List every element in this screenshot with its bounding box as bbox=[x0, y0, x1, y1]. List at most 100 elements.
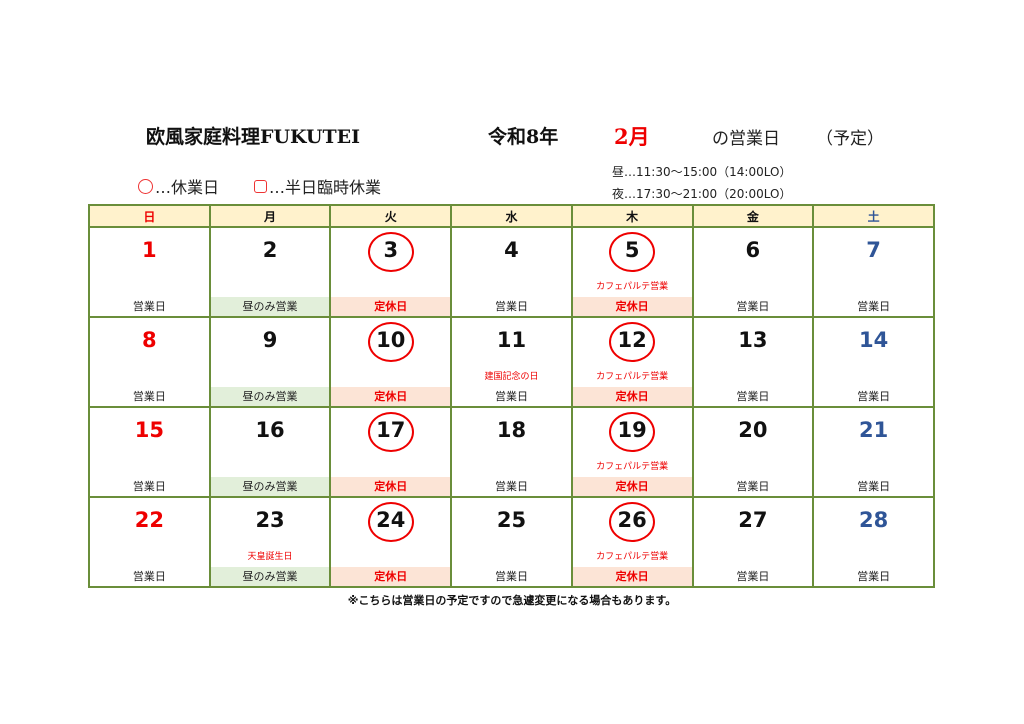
day-cell: 26 カフェパルテ営業 定休日 bbox=[570, 496, 694, 588]
day-number: 19 bbox=[617, 418, 647, 442]
closed-circle-icon bbox=[367, 232, 414, 272]
weekday-2: 火 bbox=[329, 204, 453, 228]
day-note: 天皇誕生日 bbox=[247, 552, 293, 562]
day-number: 9 bbox=[262, 328, 278, 352]
day-number: 7 bbox=[866, 238, 881, 262]
closed-circle-icon bbox=[609, 502, 656, 542]
day-cell: 1 営業日 bbox=[88, 226, 211, 318]
day-status: 営業日 bbox=[736, 570, 770, 583]
day-status: 定休日 bbox=[331, 567, 451, 586]
day-cell: 2 昼のみ営業 bbox=[208, 226, 332, 318]
month: 2月 bbox=[614, 124, 650, 149]
day-cell: 10 定休日 bbox=[329, 316, 453, 408]
day-cell: 22 営業日 bbox=[88, 496, 211, 588]
day-status: 定休日 bbox=[572, 387, 692, 406]
day-number: 13 bbox=[738, 328, 768, 352]
day-status: 営業日 bbox=[494, 300, 528, 313]
dinner-hours: 夜…17:30～21:00（20:00LO） bbox=[612, 187, 792, 201]
day-status: 定休日 bbox=[331, 297, 451, 316]
day-number: 5 bbox=[624, 238, 640, 262]
day-cell: 27 営業日 bbox=[691, 496, 815, 588]
day-number: 22 bbox=[134, 508, 164, 532]
day-number: 10 bbox=[376, 328, 406, 352]
day-number: 21 bbox=[858, 418, 889, 442]
day-status: 営業日 bbox=[132, 300, 166, 313]
day-note: カフェパルテ営業 bbox=[596, 372, 669, 382]
day-note: カフェパルテ営業 bbox=[596, 462, 669, 472]
footer-note: ※こちらは営業日の予定ですので急遽変更になる場合もあります。 bbox=[347, 594, 677, 607]
day-number: 16 bbox=[255, 418, 285, 442]
day-status: 定休日 bbox=[572, 477, 692, 496]
week-row: 8 営業日 9 昼のみ営業 10 定休日 11 建国記念の日 営業日 12 カフェパルテ営業 定休日 1… bbox=[88, 316, 935, 408]
square-icon bbox=[254, 179, 267, 193]
day-status: 営業日 bbox=[857, 480, 891, 493]
closed-circle-icon bbox=[609, 232, 656, 272]
day-cell: 23 天皇誕生日昼のみ営業 bbox=[208, 496, 332, 588]
day-number: 11 bbox=[496, 328, 527, 352]
day-status: 営業日 bbox=[494, 480, 528, 493]
day-status: 営業日 bbox=[736, 480, 770, 493]
day-cell: 21 営業日 bbox=[812, 406, 935, 498]
day-status: 営業日 bbox=[132, 480, 166, 493]
day-number: 3 bbox=[383, 238, 399, 262]
day-cell: 4 営業日 bbox=[450, 226, 573, 318]
day-status: 定休日 bbox=[331, 477, 451, 496]
day-cell: 17 定休日 bbox=[329, 406, 453, 498]
closed-circle-icon bbox=[367, 412, 414, 452]
day-cell: 14 営業日 bbox=[812, 316, 935, 408]
circle-icon bbox=[138, 178, 153, 194]
day-number: 1 bbox=[142, 238, 157, 262]
closed-circle-icon bbox=[367, 322, 414, 362]
day-cell: 28 営業日 bbox=[812, 496, 935, 588]
day-status: 昼のみ営業 bbox=[210, 297, 330, 316]
day-cell: 19 カフェパルテ営業定休日 bbox=[570, 406, 694, 498]
day-cell: 12 カフェパルテ営業 定休日 bbox=[570, 316, 694, 408]
day-cell: 6 営業日 bbox=[691, 226, 815, 318]
day-cell: 11 建国記念の日 営業日 bbox=[450, 316, 573, 408]
day-cell: 25 営業日 bbox=[450, 496, 573, 588]
closed-circle-icon bbox=[609, 412, 656, 452]
day-note: 建国記念の日 bbox=[484, 372, 539, 382]
day-status: 昼のみ営業 bbox=[210, 387, 330, 406]
day-status: 昼のみ営業 bbox=[210, 567, 330, 586]
day-number: 14 bbox=[858, 328, 889, 352]
day-number: 24 bbox=[376, 508, 406, 532]
day-status: 営業日 bbox=[494, 570, 528, 583]
day-cell: 8 営業日 bbox=[88, 316, 211, 408]
legend-half-label: …半日臨時休業 bbox=[269, 178, 382, 197]
day-cell: 5 カフェパルテ営業 定休日 bbox=[570, 226, 694, 318]
day-cell: 20 営業日 bbox=[691, 406, 815, 498]
day-status: 定休日 bbox=[572, 567, 692, 586]
calendar: 日月火水木金土 1 営業日 2 昼のみ営業 3 定休日 4 営業日 5 カフェパルテ営業 定休日 6 営… bbox=[88, 204, 935, 588]
day-cell: 24 定休日 bbox=[329, 496, 453, 588]
legend-half: …半日臨時休業 bbox=[254, 174, 381, 198]
day-note: カフェパルテ営業 bbox=[596, 282, 669, 292]
week-row: 15 営業日 16 昼のみ営業 17 定休日 18 営業日 19 カフェパルテ営業 定休日 20 営業日… bbox=[88, 406, 935, 498]
legend-closed-label: …休業日 bbox=[155, 178, 220, 197]
day-status: 営業日 bbox=[736, 390, 770, 403]
day-number: 25 bbox=[496, 508, 527, 532]
day-cell: 15 営業日 bbox=[88, 406, 211, 498]
day-cell: 13 営業日 bbox=[691, 316, 815, 408]
weekday-6: 土 bbox=[812, 204, 935, 228]
day-number: 4 bbox=[504, 238, 519, 262]
weekday-4: 木 bbox=[570, 204, 694, 228]
day-number: 27 bbox=[738, 508, 768, 532]
shop-name: 欧風家庭料理FUKUTEI bbox=[146, 126, 360, 148]
weekday-1: 月 bbox=[208, 204, 332, 228]
day-cell: 7 営業日 bbox=[812, 226, 935, 318]
day-number: 2 bbox=[262, 238, 278, 262]
weekday-3: 水 bbox=[450, 204, 573, 228]
day-status: 昼のみ営業 bbox=[210, 477, 330, 496]
lunch-hours: 昼…11:30～15:00（14:00LO） bbox=[612, 165, 792, 179]
era-year: 令和8年 bbox=[488, 126, 559, 148]
day-status: 営業日 bbox=[736, 300, 770, 313]
day-number: 26 bbox=[617, 508, 647, 532]
day-number: 6 bbox=[745, 238, 761, 262]
day-status: 営業日 bbox=[132, 390, 166, 403]
title-suffix: の営業日 bbox=[712, 129, 780, 149]
day-number: 17 bbox=[376, 418, 406, 442]
day-number: 23 bbox=[255, 508, 285, 532]
weekday-0: 日 bbox=[88, 204, 211, 228]
day-number: 8 bbox=[142, 328, 157, 352]
